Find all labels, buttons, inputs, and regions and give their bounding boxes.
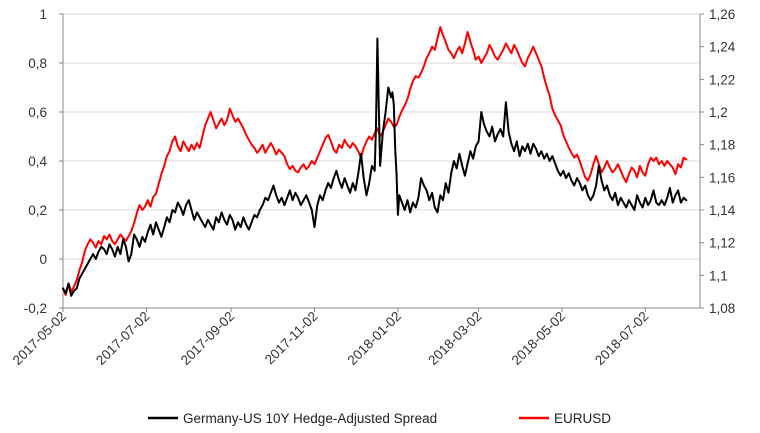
series-line-eurusd: [62, 26, 688, 296]
right-tick-label: 1,1: [709, 268, 728, 283]
left-tick-label: 1: [39, 7, 47, 22]
right-tick-label: 1,22: [709, 72, 735, 87]
left-tick-label: 0,2: [28, 203, 47, 218]
right-tick-label: 1,16: [709, 170, 735, 185]
left-tick-label: 0,6: [28, 105, 47, 120]
x-tick-label: 2018-07-02: [592, 309, 651, 368]
legend: Germany-US 10Y Hedge-Adjusted Spread EUR…: [148, 411, 611, 426]
left-tick-label: 0,4: [28, 154, 47, 169]
legend-label-spread: Germany-US 10Y Hedge-Adjusted Spread: [183, 411, 437, 426]
right-tick-label: 1,2: [709, 105, 728, 120]
right-tick-label: 1,14: [709, 203, 736, 218]
x-axis-ticks: 2017-05-02 2017-07-02 2017-09-02 2017-11-02…: [10, 308, 651, 368]
right-tick-label: 1,12: [709, 236, 735, 251]
right-tick-label: 1,08: [709, 301, 735, 316]
x-tick-label: 2017-11-02: [262, 309, 321, 368]
x-tick-label: 2018-05-02: [509, 309, 568, 368]
left-tick-label: -0,2: [24, 301, 47, 316]
right-tick-label: 1,18: [709, 138, 735, 153]
left-tick-label: 0,8: [28, 56, 47, 71]
x-tick-label: 2017-07-02: [93, 309, 152, 368]
gridlines: [63, 13, 700, 309]
series-layer: [62, 26, 688, 297]
x-tick-label: 2017-05-02: [10, 309, 69, 368]
left-y-axis-ticks: -0,2 0 0,2 0,4 0,6 0,8 1: [24, 7, 63, 316]
x-tick-label: 2018-01-02: [345, 309, 404, 368]
right-y-axis-ticks: 1,08 1,1 1,12 1,14 1,16 1,18 1,2 1,22 1,24 1,26: [700, 7, 736, 316]
legend-label-eurusd: EURUSD: [554, 411, 611, 426]
right-tick-label: 1,26: [709, 7, 735, 22]
right-tick-label: 1,24: [709, 40, 736, 55]
left-tick-label: 0: [39, 252, 47, 267]
x-tick-label: 2017-09-02: [178, 309, 237, 368]
series-line-spread: [62, 37, 688, 297]
x-tick-label: 2018-03-02: [425, 309, 484, 368]
